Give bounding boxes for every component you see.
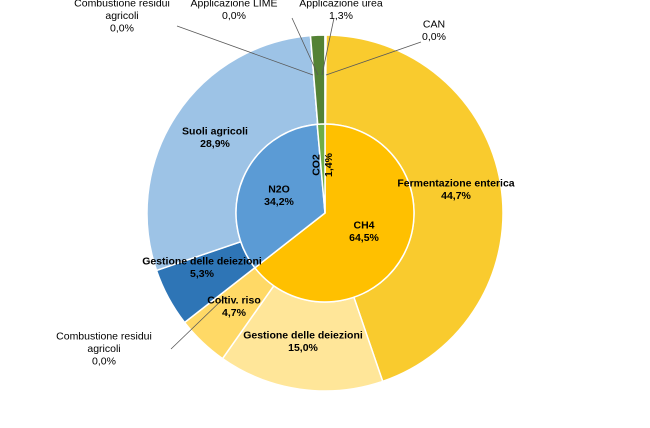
- leader-lines: [170, 17, 422, 350]
- outer-label-co2-can-value: 0,0%: [422, 31, 446, 43]
- outer-label-n2o-combustione-residui-agricoli-name: agricoli: [105, 10, 138, 22]
- outer-label-n2o-combustione-residui-agricoli-name: Combustione residui: [74, 0, 170, 9]
- inner-label-n2o-name: N2O: [268, 184, 290, 196]
- leader-line-ch4-combustione-residui-agricoli: [170, 296, 226, 350]
- inner-label-ch4-value: 64,5%: [349, 232, 379, 244]
- outer-label-n2o-suoli-agricoli-value: 28,9%: [200, 138, 230, 150]
- outer-label-n2o-suoli-agricoli-name: Suoli agricoli: [182, 126, 248, 138]
- outer-label-co2-applicazione-lime-name: Applicazione LIME: [191, 0, 278, 10]
- outer-label-n2o-gestione-delle-deiezioni-value: 5,3%: [190, 268, 215, 280]
- outer-label-n2o-combustione-residui-agricoli-value: 0,0%: [110, 22, 134, 34]
- leader-line-co2-can: [325, 41, 422, 76]
- outer-label-co2-applicazione-urea-name: Applicazione urea: [299, 0, 383, 10]
- outer-label-ch4-fermentazione-enterica-name: Fermentazione enterica: [397, 178, 514, 190]
- leader-line-co2-applicazione-urea: [321, 17, 335, 76]
- outer-label-ch4-coltiv-riso-name: Coltiv. riso: [207, 295, 260, 307]
- outer-label-ch4-combustione-residui-agricoli-name: Combustione residui: [56, 330, 152, 342]
- outer-label-n2o-gestione-delle-deiezioni-name: Gestione delle deiezioni: [142, 256, 262, 268]
- inner-slice-co2: [316, 123, 326, 214]
- outer-label-ch4-fermentazione-enterica-value: 44,7%: [441, 190, 471, 202]
- inner-label-ch4-name: CH4: [353, 220, 374, 232]
- leader-line-n2o-combustione-residui-agricoli: [176, 25, 314, 76]
- outer-slice-co2-can: [324, 34, 327, 125]
- outer-label-co2-applicazione-urea-value: 1,3%: [329, 10, 353, 22]
- leader-line-co2-applicazione-lime: [291, 17, 319, 76]
- inner-slice-n2o: [235, 123, 326, 269]
- inner-slice-ch4: [253, 123, 415, 303]
- inner-ring: [235, 123, 415, 303]
- outer-label-ch4-gestione-delle-deiezioni-value: 15,0%: [288, 342, 318, 354]
- inner-label-co2: CO2 1,4%: [311, 152, 336, 177]
- inner-label-co2-name: CO2: [311, 154, 323, 176]
- outer-label-co2-can-name: CAN: [423, 19, 445, 31]
- inner-label-co2-value: 1,4%: [323, 152, 335, 177]
- inner-label-n2o-value: 34,2%: [264, 196, 294, 208]
- outer-label-ch4-gestione-delle-deiezioni-name: Gestione delle deiezioni: [243, 330, 363, 342]
- outer-label-ch4-combustione-residui-agricoli-value: 0,0%: [92, 355, 116, 367]
- outer-label-co2-applicazione-lime-value: 0,0%: [222, 10, 246, 22]
- outer-label-ch4-combustione-residui-agricoli-name: agricoli: [87, 343, 120, 355]
- outer-label-ch4-coltiv-riso-value: 4,7%: [222, 307, 247, 319]
